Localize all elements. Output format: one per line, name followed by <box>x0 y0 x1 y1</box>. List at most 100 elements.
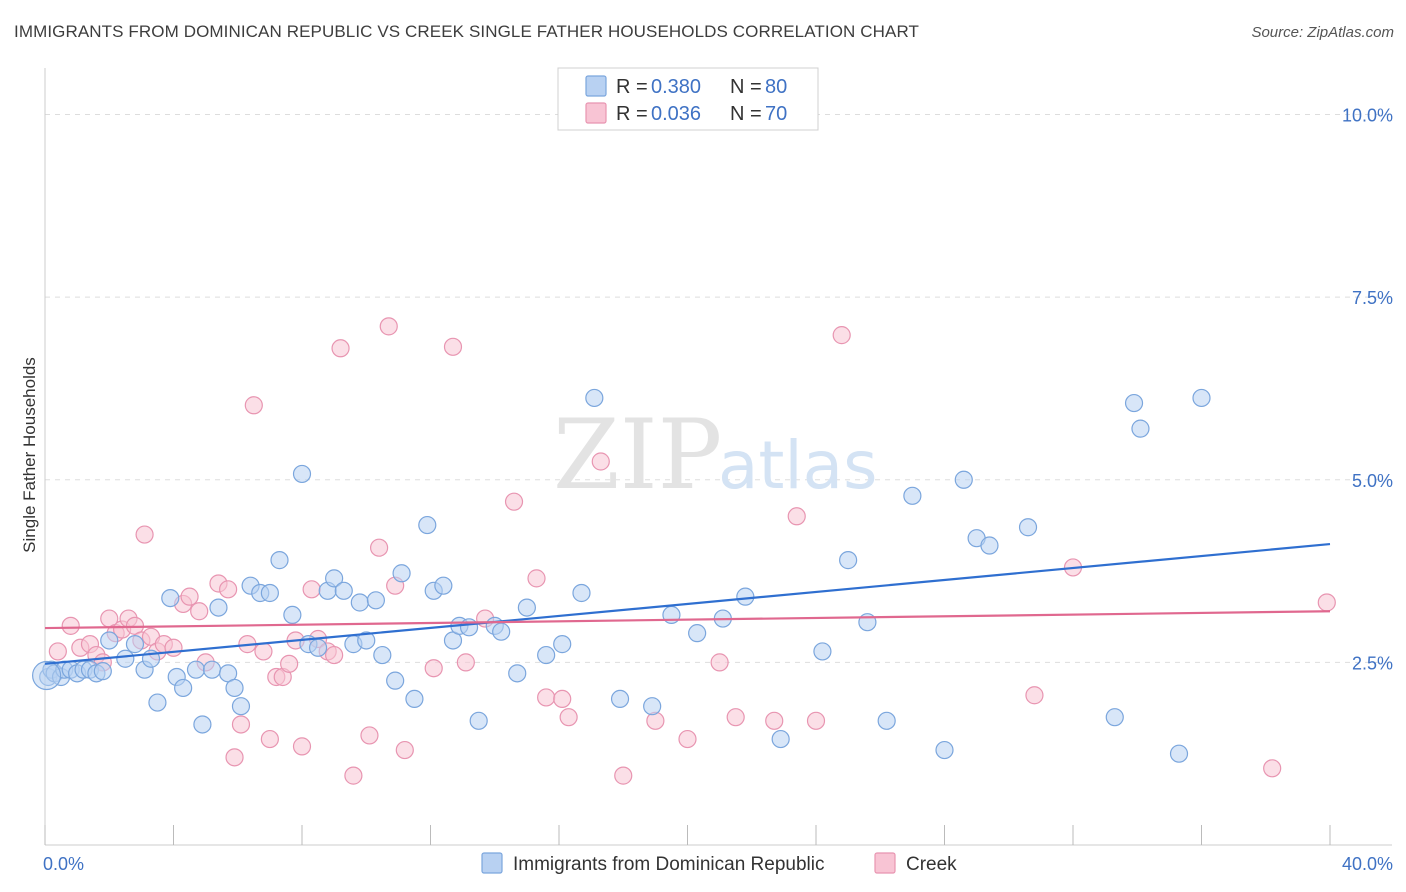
point-dominican-82 <box>1192 388 1211 408</box>
point-dominican-72 <box>903 486 922 505</box>
point-creek-1 <box>61 616 80 635</box>
point-creek-26 <box>244 396 263 415</box>
point-creek-42 <box>379 317 398 336</box>
point-dominican-cluster <box>32 660 62 691</box>
trend-line-creek <box>44 610 1331 630</box>
point-dominican-58 <box>553 635 572 654</box>
point-dominican-67 <box>771 729 790 749</box>
point-dominican-31 <box>283 605 302 625</box>
point-creek-57 <box>678 729 697 749</box>
point-dominican-21 <box>193 715 212 734</box>
point-creek-58 <box>710 653 729 672</box>
point-creek-28 <box>260 729 279 749</box>
point-creek-60 <box>765 711 784 730</box>
point-dominican-56 <box>517 598 536 617</box>
point-dominican-71 <box>877 711 896 730</box>
point-creek-27 <box>254 642 273 661</box>
point-dominican-61 <box>610 689 630 709</box>
axes <box>44 68 1392 846</box>
point-dominican-69 <box>839 551 858 570</box>
point-dominican-81 <box>1169 744 1189 763</box>
legend-n-value-1: 80 <box>765 76 787 98</box>
point-creek-34 <box>302 580 321 599</box>
point-dominican-48 <box>434 576 453 595</box>
point-creek-18 <box>180 587 199 606</box>
point-dominican-45 <box>405 689 424 709</box>
point-creek-37 <box>325 645 344 665</box>
series-label-creek: Creek <box>906 854 957 875</box>
point-dominican-25 <box>225 678 244 698</box>
x-tick-label-0: 0.0% <box>43 854 84 874</box>
point-dominican-79 <box>1124 393 1144 413</box>
watermark-atlas: atlas <box>718 427 878 504</box>
point-dominican-36 <box>325 569 344 588</box>
point-creek-12 <box>135 525 154 544</box>
point-creek-66 <box>1263 759 1282 778</box>
watermark: ZIP atlas <box>553 399 878 511</box>
point-dominican-46 <box>418 515 437 535</box>
point-creek-40 <box>360 726 379 745</box>
series-legend: Immigrants from Dominican Republic Creek <box>481 852 957 875</box>
y-axis-title: Single Father Households <box>20 357 39 553</box>
legend-swatch-pink <box>585 102 607 124</box>
point-creek-24 <box>231 715 251 734</box>
point-dominican-39 <box>350 593 369 612</box>
y-tick-label-2: 7.5% <box>1352 288 1393 308</box>
point-dominican-59 <box>572 583 591 603</box>
point-creek-59 <box>726 708 745 727</box>
point-dominican-17 <box>161 588 180 608</box>
point-dominican-77 <box>1018 518 1038 537</box>
point-dominican-41 <box>366 591 385 610</box>
chart-title: IMMIGRANTS FROM DOMINICAN REPUBLIC VS CR… <box>14 22 919 41</box>
legend-n-label-2: N = <box>730 103 762 125</box>
point-dominican-26 <box>231 697 251 716</box>
point-dominican-62 <box>643 697 662 716</box>
point-creek-19 <box>190 602 209 621</box>
point-dominican-68 <box>813 642 832 661</box>
point-creek-62 <box>806 711 826 730</box>
point-creek-55 <box>614 766 633 785</box>
legend-swatch-blue <box>585 75 607 97</box>
series-swatch-creek <box>874 852 896 874</box>
point-dominican-76 <box>980 536 999 555</box>
watermark-zip: ZIP <box>553 399 722 511</box>
point-dominican-22 <box>202 660 222 679</box>
point-creek-63 <box>832 326 851 345</box>
point-creek-16 <box>164 638 183 657</box>
point-creek-44 <box>395 740 414 760</box>
point-dominican-54 <box>492 622 511 641</box>
point-creek-47 <box>456 653 475 672</box>
point-dominican-34 <box>308 638 328 657</box>
correlation-legend: R = 0.380 N = 80 R = 0.036 N = 70 <box>557 67 819 131</box>
legend-r-label-2: R = <box>616 103 648 125</box>
point-dominican-13 <box>125 635 145 654</box>
point-dominican-52 <box>469 711 488 730</box>
point-dominican-37 <box>334 581 353 600</box>
point-dominican-80 <box>1131 419 1150 438</box>
point-creek-50 <box>527 569 546 588</box>
source-credit: Source: ZipAtlas.com <box>1251 24 1394 41</box>
point-dominican-43 <box>386 671 405 690</box>
y-tick-label-0: 2.5% <box>1352 653 1393 673</box>
point-creek-54 <box>591 452 610 471</box>
point-creek-45 <box>424 659 443 678</box>
point-creek-53 <box>559 708 578 727</box>
point-creek-31 <box>280 654 299 673</box>
trend-line-dominican <box>44 542 1331 665</box>
point-dominican-40 <box>357 631 376 650</box>
legend-n-value-2: 70 <box>765 103 787 125</box>
point-dominican-44 <box>392 564 411 583</box>
series-swatch-dominican <box>481 852 503 874</box>
legend-r-value-2: 0.036 <box>651 103 701 125</box>
legend-r-label-1: R = <box>616 76 648 98</box>
point-dominican-57 <box>537 645 556 665</box>
y-tick-label-1: 5.0% <box>1352 471 1393 491</box>
point-creek-64 <box>1025 686 1044 705</box>
point-dominican-20 <box>186 660 206 679</box>
point-dominican-73 <box>935 740 954 760</box>
point-dominican-55 <box>508 664 527 683</box>
point-dominican-32 <box>292 464 312 484</box>
point-dominican-74 <box>954 470 973 489</box>
point-dominican-66 <box>736 587 755 606</box>
point-creek-46 <box>443 337 463 356</box>
